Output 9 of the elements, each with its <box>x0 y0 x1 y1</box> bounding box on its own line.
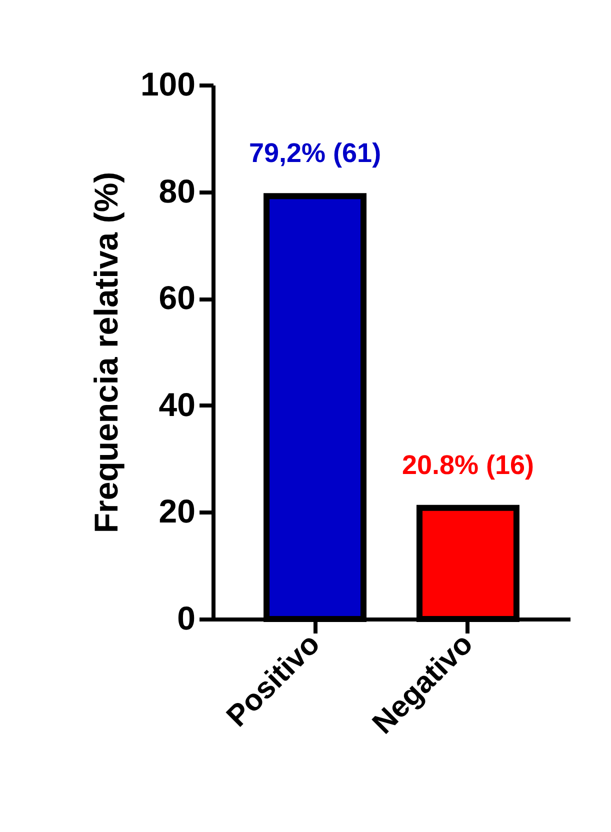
y-tick-label: 80 <box>158 172 196 210</box>
y-tick-label: 20 <box>158 492 196 530</box>
data-label: 79,2% (61) <box>248 138 382 168</box>
y-tick-label: 100 <box>140 66 196 102</box>
data-label: 20.8% (16) <box>402 450 534 480</box>
y-tick-label: 60 <box>158 279 196 316</box>
y-tick-label: 40 <box>158 386 196 423</box>
y-tick-label: 0 <box>177 600 196 636</box>
y-axis-title: Frequencia relativa (%) <box>87 172 124 534</box>
